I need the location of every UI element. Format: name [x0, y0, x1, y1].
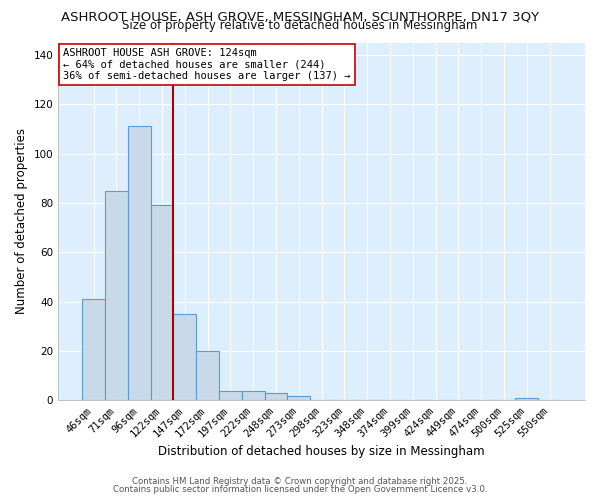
- Bar: [515, 398, 538, 400]
- Text: Contains HM Land Registry data © Crown copyright and database right 2025.: Contains HM Land Registry data © Crown c…: [132, 477, 468, 486]
- Bar: [219, 390, 242, 400]
- Text: ASHROOT HOUSE ASH GROVE: 124sqm
← 64% of detached houses are smaller (244)
36% o: ASHROOT HOUSE ASH GROVE: 124sqm ← 64% of…: [64, 48, 351, 81]
- Bar: [242, 390, 265, 400]
- Text: ASHROOT HOUSE, ASH GROVE, MESSINGHAM, SCUNTHORPE, DN17 3QY: ASHROOT HOUSE, ASH GROVE, MESSINGHAM, SC…: [61, 10, 539, 23]
- Bar: [173, 314, 196, 400]
- Text: Contains public sector information licensed under the Open Government Licence v3: Contains public sector information licen…: [113, 484, 487, 494]
- Bar: [287, 396, 310, 400]
- Y-axis label: Number of detached properties: Number of detached properties: [15, 128, 28, 314]
- Bar: [265, 393, 287, 400]
- Text: Size of property relative to detached houses in Messingham: Size of property relative to detached ho…: [122, 18, 478, 32]
- X-axis label: Distribution of detached houses by size in Messingham: Distribution of detached houses by size …: [158, 444, 485, 458]
- Bar: [105, 190, 128, 400]
- Bar: [151, 206, 173, 400]
- Bar: [82, 300, 105, 400]
- Bar: [128, 126, 151, 400]
- Bar: [196, 351, 219, 401]
